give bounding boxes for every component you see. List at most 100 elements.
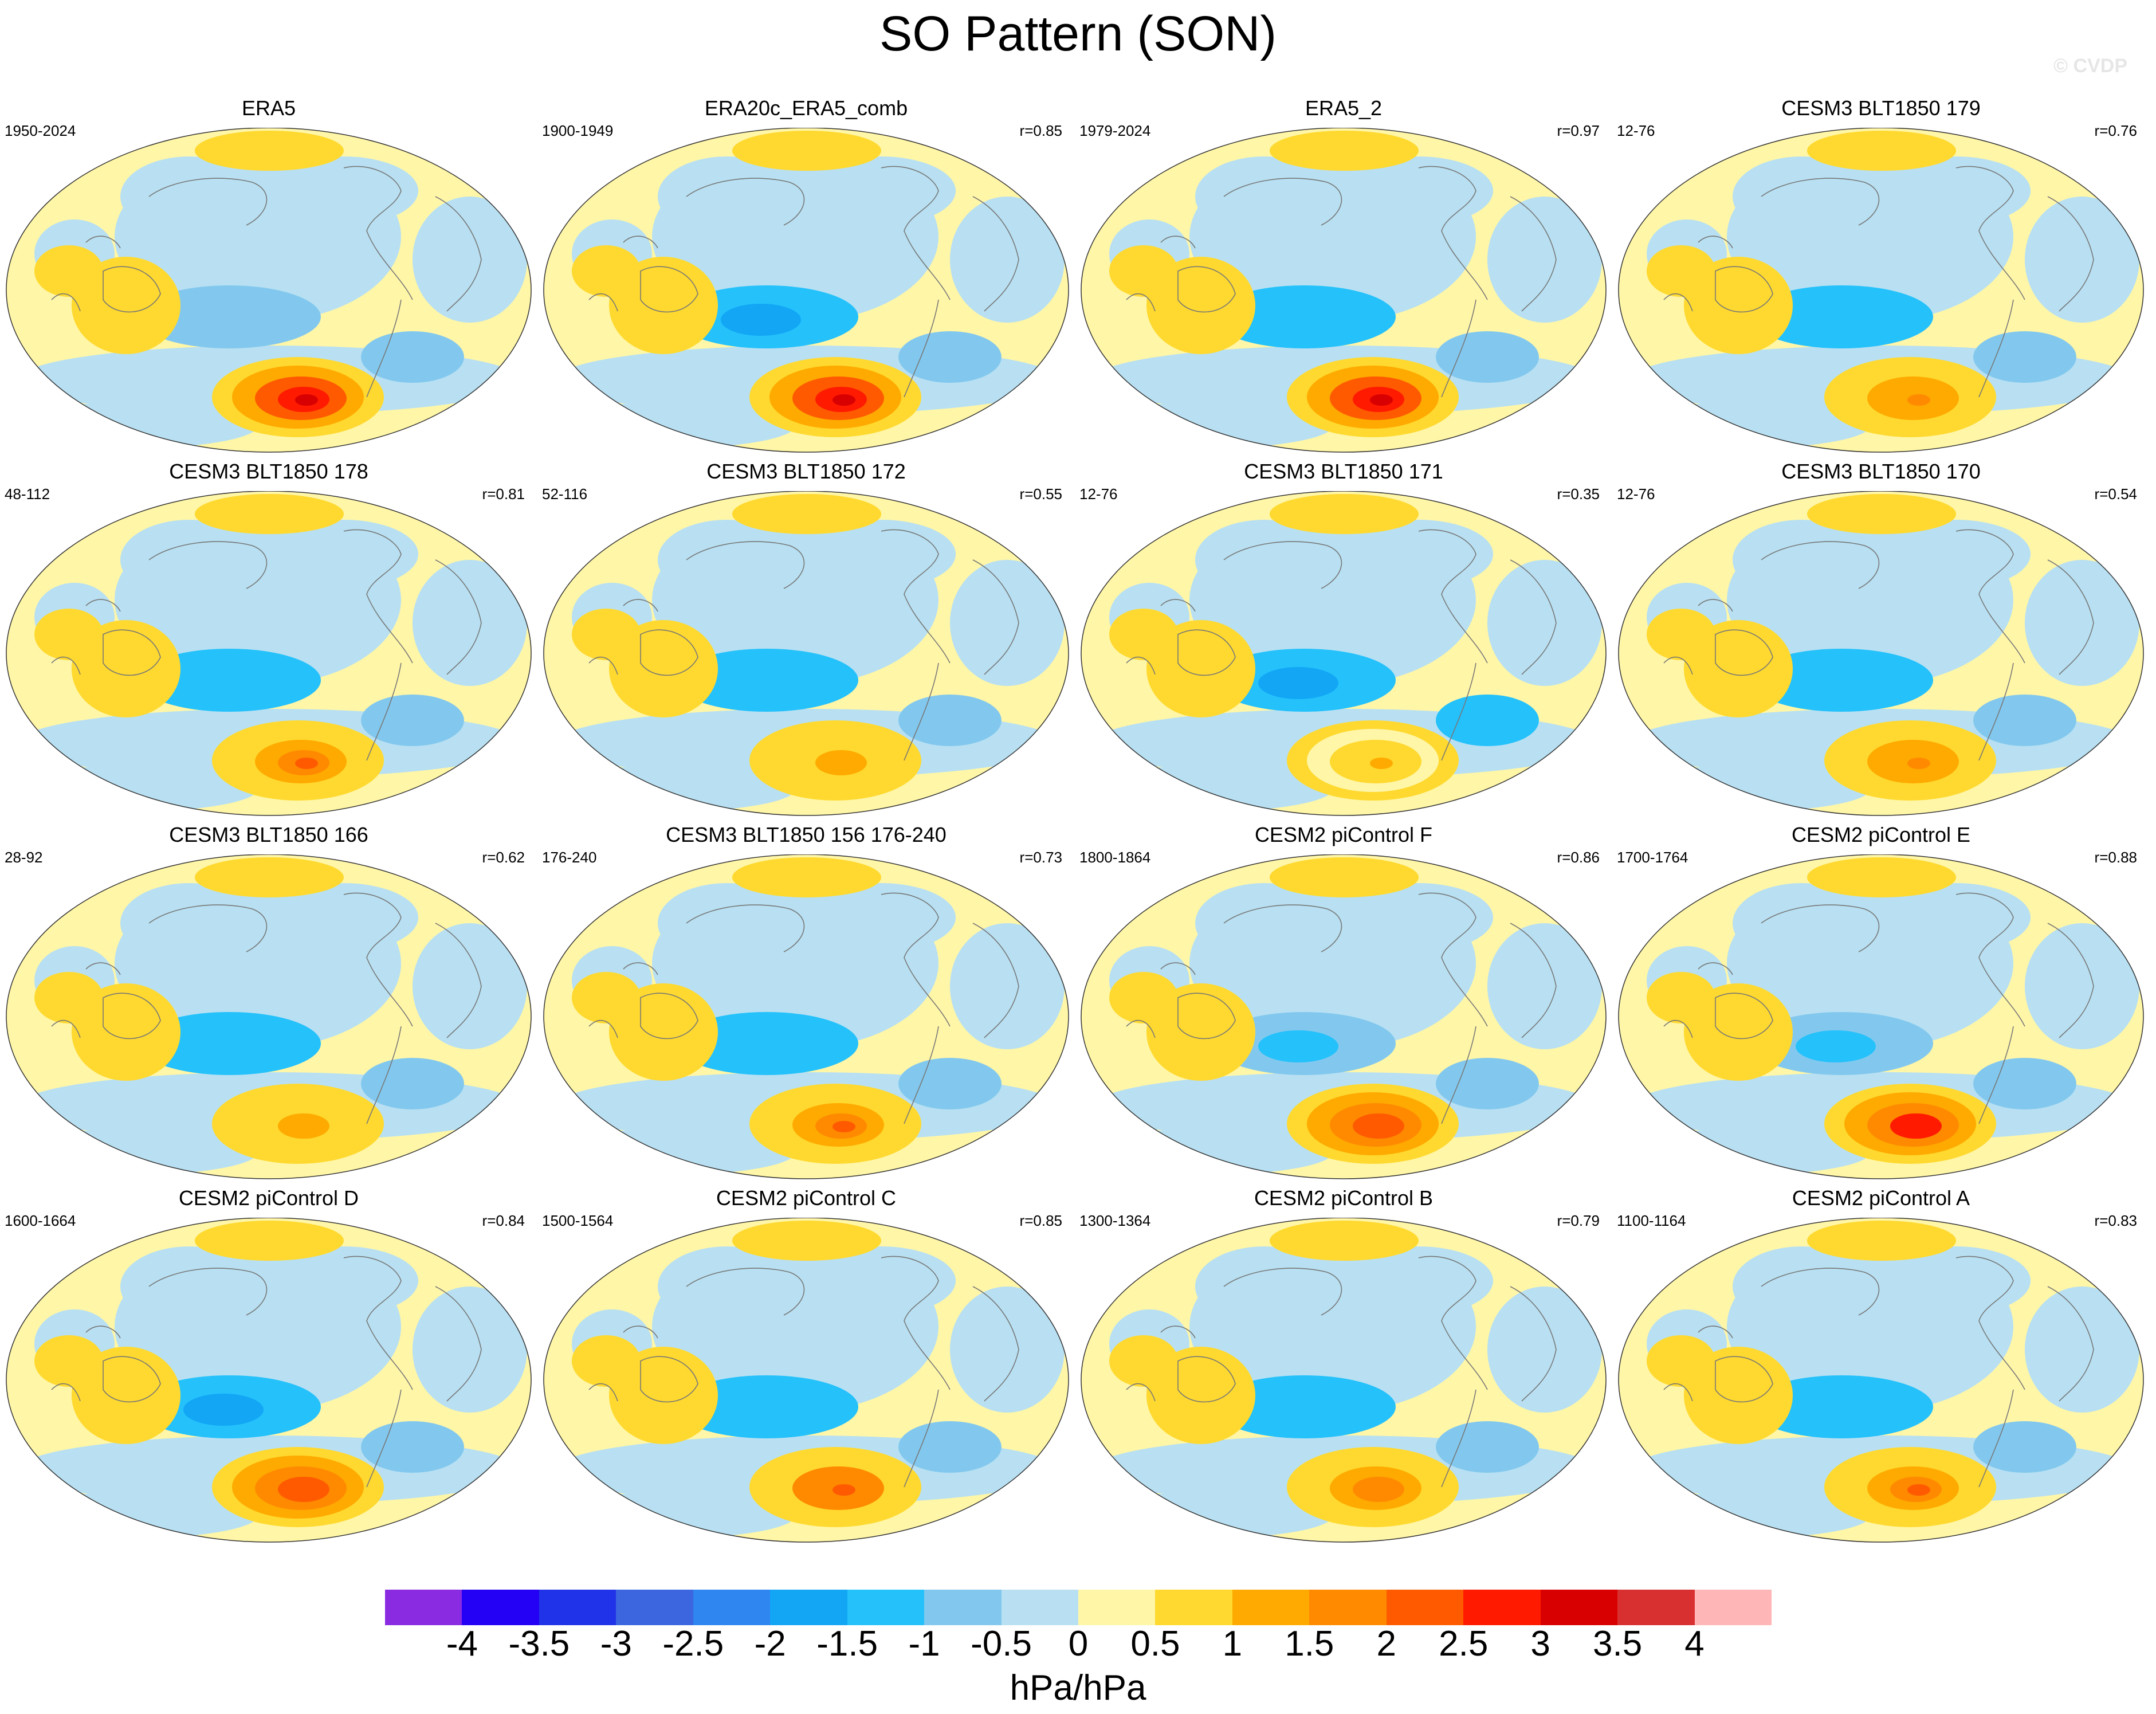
negative-anomaly (898, 331, 1002, 383)
colorbar-units: hPa/hPa (1010, 1668, 1146, 1708)
colorbar-swatch (1155, 1590, 1233, 1625)
coastline (343, 166, 413, 300)
panel-correlation: r=0.54 (2094, 485, 2137, 503)
coastline (904, 1026, 939, 1124)
panel-years: 12-76 (1617, 485, 1655, 503)
positive-anomaly (572, 245, 641, 297)
negative-anomaly (269, 156, 418, 225)
negative-anomaly (120, 156, 258, 237)
coastline (1978, 662, 2014, 761)
coastline (2047, 196, 2094, 312)
map-field (1619, 1218, 2143, 1542)
positive-anomaly (1647, 1335, 1715, 1387)
negative-anomaly (1487, 197, 1602, 323)
negative-anomaly (120, 520, 258, 600)
coastline (51, 656, 81, 675)
negative-anomaly (413, 197, 527, 323)
negative-anomaly (361, 331, 464, 383)
coastline (435, 559, 482, 675)
negative-anomaly (1487, 560, 1602, 686)
negative-anomaly (1195, 520, 1333, 600)
colorbar-swatch (1540, 1590, 1618, 1625)
coastline (1663, 1383, 1693, 1402)
negative-anomaly (1195, 883, 1333, 963)
coastline (51, 1019, 81, 1038)
negative-anomaly-core (183, 304, 264, 336)
negative-anomaly (1195, 156, 1333, 237)
coastline (2047, 559, 2094, 675)
panel-years: 1979-2024 (1079, 122, 1151, 139)
coastline (148, 178, 268, 226)
map-outline (543, 128, 1069, 453)
negative-anomaly (1344, 520, 1493, 589)
panel-correlation: r=0.86 (1557, 849, 1600, 866)
coastline (1177, 993, 1236, 1040)
coastline (1663, 1019, 1693, 1038)
positive-anomaly (1270, 131, 1419, 171)
map-field (1619, 491, 2143, 815)
negative-anomaly (807, 883, 956, 952)
coastline (588, 1019, 618, 1038)
coastline (623, 599, 658, 612)
negative-anomaly (120, 883, 258, 963)
positive-anomaly (195, 494, 344, 534)
positive-anomaly (732, 1221, 881, 1261)
map-outline (543, 491, 1069, 816)
colorbar-tick-label: -3 (600, 1624, 632, 1664)
map-outline (6, 491, 532, 816)
negative-anomaly (1882, 156, 2031, 225)
map-field (1619, 128, 2143, 452)
coastline (1715, 266, 1773, 313)
panel-title: CESM3 BLT1850 172 (706, 460, 906, 483)
panel-correlation: r=0.55 (1019, 485, 1062, 503)
colorbar-swatch (1386, 1590, 1464, 1625)
coastline (2047, 923, 2094, 1038)
negative-anomaly-core (1258, 667, 1338, 699)
negative-anomaly (1344, 156, 1493, 225)
coastline (1761, 541, 1880, 589)
colorbar-swatch (462, 1590, 540, 1625)
coastline (1441, 1026, 1476, 1124)
panel-years: 1500-1564 (542, 1212, 614, 1229)
negative-anomaly (950, 197, 1065, 323)
colorbar-swatch (385, 1590, 462, 1625)
coastline (1160, 962, 1196, 975)
panel-title: ERA20c_ERA5_comb (704, 96, 908, 120)
map-field (544, 491, 1069, 815)
positive-anomaly (1807, 131, 1956, 171)
coastline (343, 1256, 413, 1390)
cvdp-watermark: © CVDP (2053, 55, 2127, 77)
colorbar-tick-label: 2.5 (1439, 1624, 1489, 1664)
panel-years: 1300-1364 (1079, 1212, 1151, 1229)
negative-anomaly (658, 156, 795, 237)
negative-anomaly-core (1796, 1030, 1876, 1062)
positive-anomaly (1109, 1335, 1178, 1387)
panel-correlation: r=0.85 (1019, 1212, 1062, 1229)
colorbar-swatch (616, 1590, 694, 1625)
panel-years: 48-112 (5, 485, 50, 503)
map-panel: CESM2 piControl C 1500-1564 r=0.85 (537, 1186, 1075, 1543)
coastline (1160, 236, 1196, 249)
coastline (343, 529, 413, 664)
map-panel: CESM3 BLT1850 179 12-76 r=0.76 (1612, 96, 2150, 453)
coastline (1223, 1268, 1342, 1316)
map-field (6, 854, 531, 1179)
negative-anomaly-core (721, 304, 801, 336)
positive-anomaly-peak (1370, 758, 1393, 769)
negative-anomaly (2025, 1287, 2139, 1413)
panel-years: 28-92 (5, 849, 43, 866)
map-field (1081, 1218, 1606, 1542)
colorbar-swatch (770, 1590, 848, 1625)
coastline (640, 629, 698, 676)
positive-anomaly-peak (1907, 1484, 1930, 1496)
colorbar-swatch (693, 1590, 771, 1625)
robinson-map (6, 128, 532, 453)
negative-anomaly-core (1796, 304, 1876, 336)
map-field (1081, 128, 1606, 452)
panel-title: CESM2 piControl C (716, 1186, 897, 1210)
negative-anomaly (413, 923, 527, 1049)
map-outline (1081, 854, 1607, 1179)
panel-years: 12-76 (1079, 485, 1118, 503)
panel-correlation: r=0.62 (482, 849, 525, 866)
